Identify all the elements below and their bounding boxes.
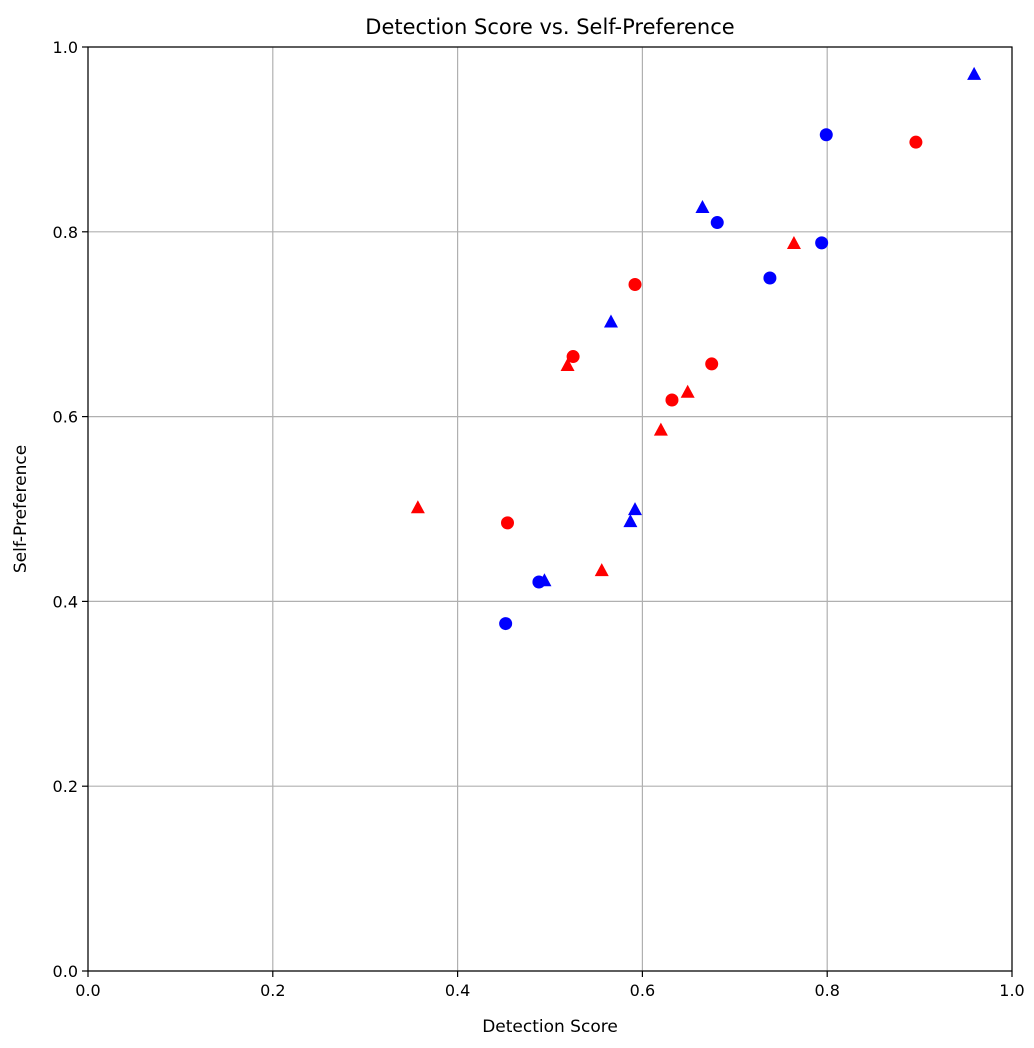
x-tick-label: 0.2 — [260, 981, 285, 1000]
data-point-triangle — [623, 514, 638, 528]
data-point-triangle — [967, 66, 982, 80]
axes — [82, 46, 1013, 977]
y-tick-label: 0.0 — [53, 962, 78, 981]
data-point-triangle — [653, 422, 668, 436]
chart-title: Detection Score vs. Self-Preference — [365, 15, 734, 39]
data-point-circle — [500, 516, 514, 530]
data-point-circle — [710, 216, 724, 230]
x-axis-label: Detection Score — [482, 1017, 618, 1037]
data-point-triangle — [537, 573, 552, 587]
data-point-triangle — [695, 199, 710, 213]
data-point-triangle — [680, 384, 695, 398]
data-point-circle — [909, 135, 923, 149]
tick-labels: 0.0 0.2 0.4 0.6 0.8 1.0 0.0 0.2 0.4 0.6 0.8 1.0 — [53, 38, 1025, 1000]
data-point-circle — [566, 350, 580, 364]
plot-frame — [87, 46, 1013, 972]
data-point-triangle — [560, 357, 575, 371]
data-point-triangle — [603, 314, 618, 328]
data-point-circle — [705, 357, 719, 371]
data-point-triangle — [594, 563, 609, 577]
x-tick-label: 0.0 — [75, 981, 100, 1000]
data-point-circle — [665, 393, 679, 407]
x-tick-label: 1.0 — [999, 981, 1024, 1000]
data-point-triangle — [786, 236, 801, 250]
x-tick-label: 0.6 — [630, 981, 655, 1000]
y-tick-label: 0.8 — [53, 223, 78, 242]
y-tick-label: 0.2 — [53, 777, 78, 796]
y-axis-label: Self-Preference — [11, 445, 31, 573]
x-tick-label: 0.8 — [814, 981, 839, 1000]
data-point-circle — [815, 236, 829, 250]
y-tick-label: 0.4 — [53, 592, 78, 611]
data-points — [410, 66, 982, 631]
data-point-triangle — [628, 502, 643, 516]
x-tick-label: 0.4 — [445, 981, 470, 1000]
y-tick-label: 1.0 — [53, 38, 78, 57]
data-point-circle — [499, 617, 513, 631]
data-point-circle — [819, 128, 833, 142]
grid-lines — [87, 46, 1013, 972]
y-tick-label: 0.6 — [53, 408, 78, 427]
data-point-triangle — [410, 500, 425, 514]
data-point-circle — [763, 271, 777, 285]
data-point-circle — [628, 277, 642, 291]
